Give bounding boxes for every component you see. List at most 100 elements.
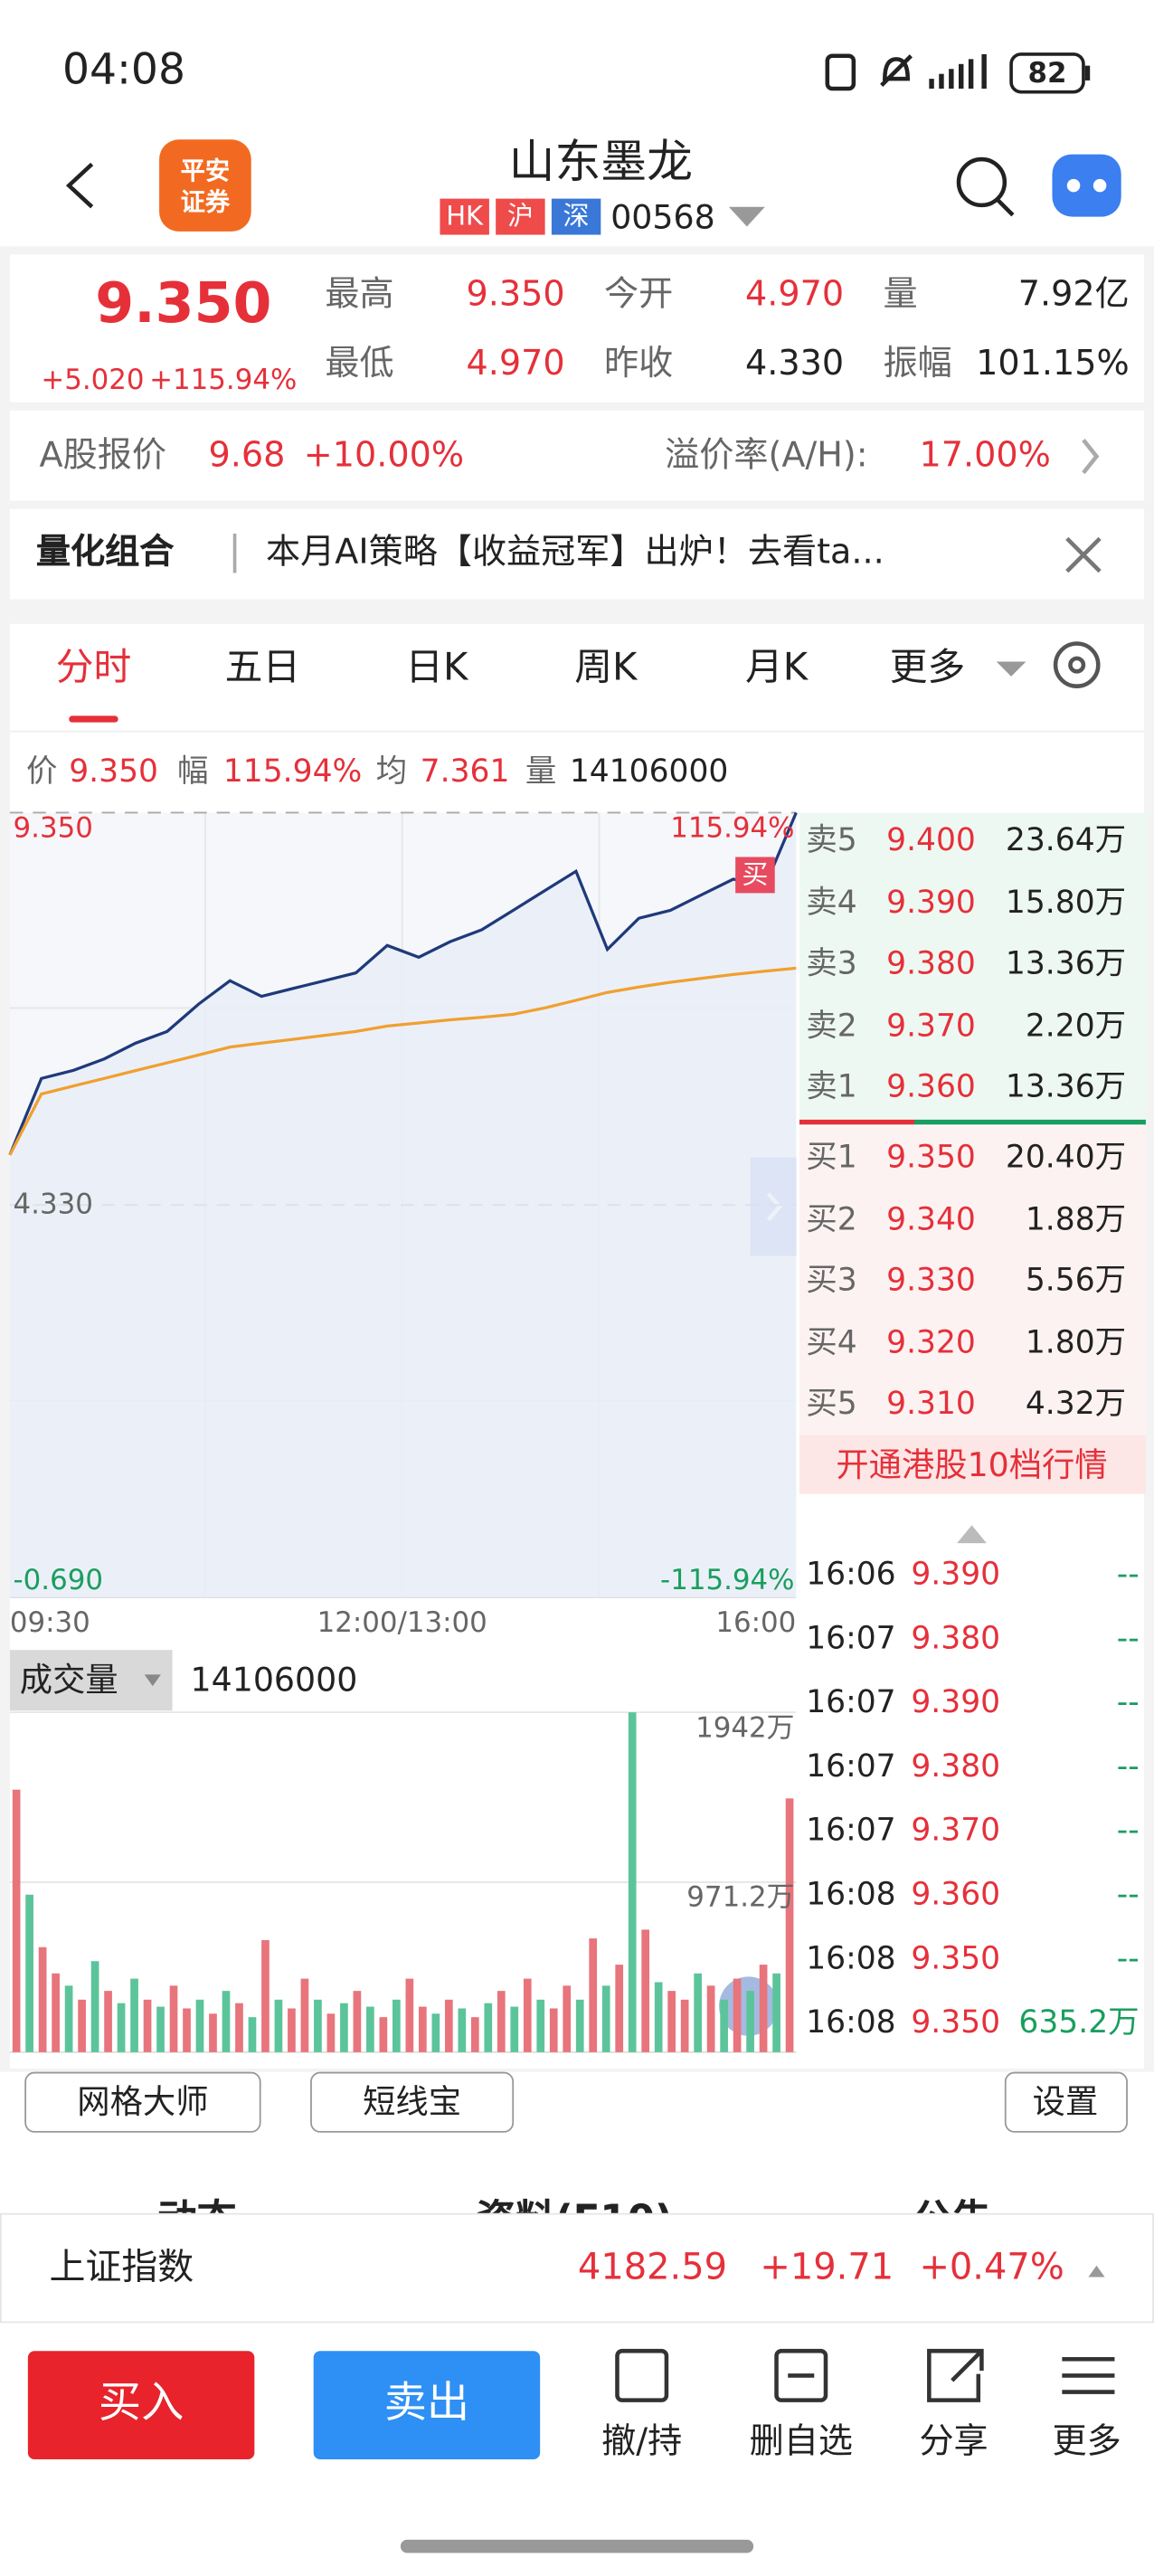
sell-button[interactable] [313, 2351, 541, 2459]
settings-button[interactable] [1004, 2071, 1128, 2133]
volume-bar [549, 2008, 558, 2052]
volume-bar [209, 2013, 217, 2052]
code-dropdown[interactable] [728, 206, 765, 227]
back-icon[interactable] [65, 162, 94, 209]
trade-volume: -- [1116, 1875, 1140, 1912]
home-indicator [400, 2539, 754, 2553]
banner-text[interactable]: 本月AI策略【收益冠军】出炉！去看ta... [266, 532, 884, 573]
banner-tag: 量化组合 [35, 532, 175, 573]
chart-tab[interactable]: 分时 [55, 647, 132, 690]
tool-label[interactable]: 短线宝 [363, 2081, 462, 2122]
market-badge [440, 198, 489, 235]
remove-icon[interactable] [774, 2348, 828, 2402]
chart-tab[interactable]: 日K [405, 647, 468, 690]
action-label[interactable]: 更多 [1052, 2421, 1121, 2462]
a-share-price: 9.68 [208, 435, 286, 476]
action-label[interactable]: 撤/持 [601, 2421, 683, 2462]
trade-price: 9.390 [911, 1555, 1001, 1592]
volume-selector[interactable] [9, 1650, 173, 1711]
section-tab[interactable]: 动态 [0, 2196, 443, 2213]
volume-bar [340, 2003, 348, 2052]
bids-background [799, 1126, 1146, 1435]
book-volume: 5.56万 [1025, 1262, 1127, 1298]
action-label[interactable]: 分享 [919, 2421, 988, 2462]
trade-price: 9.350 [911, 1939, 1001, 1976]
status-time: 04:08 [61, 46, 185, 96]
volume-bar [654, 1982, 663, 2052]
trade-price: 9.370 [911, 1812, 1001, 1849]
settings-label[interactable]: 设置 [1032, 2081, 1099, 2122]
book-level: 买1 [806, 1138, 857, 1175]
book-price: 9.340 [886, 1200, 976, 1237]
book-price: 9.400 [886, 821, 976, 858]
tool-button[interactable] [24, 2071, 261, 2133]
volume-bar [261, 1940, 270, 2052]
buy-label[interactable]: 买入 [98, 2379, 184, 2429]
chart-tab[interactable]: 月K [744, 647, 809, 690]
close-icon[interactable] [1065, 536, 1102, 573]
index-toggle[interactable] [1088, 2265, 1105, 2278]
book-volume: 1.88万 [1025, 1200, 1127, 1237]
chart-tab[interactable]: 五日 [224, 647, 301, 690]
banner-panel [9, 508, 1145, 600]
volume-bar [183, 2008, 191, 2052]
volume-dropdown[interactable] [144, 1674, 161, 1687]
tool-label[interactable]: 网格大师 [77, 2081, 209, 2122]
more-icon[interactable] [1062, 2357, 1115, 2394]
y-tick-label: 971.2万 [686, 1881, 795, 1915]
share-icon[interactable] [927, 2348, 984, 2402]
upgrade-link[interactable]: 开通港股10档行情 [836, 1444, 1108, 1484]
signal-bar [929, 79, 934, 90]
upgrade-background[interactable] [799, 1435, 1146, 1494]
icons [65, 53, 1115, 2402]
volume-bar [589, 1938, 598, 2052]
book-volume: 4.32万 [1025, 1385, 1127, 1422]
book-volume: 20.40万 [1005, 1138, 1127, 1175]
signal-bar [949, 69, 954, 90]
mute-icon [880, 54, 913, 87]
volume-bar [366, 2006, 374, 2052]
trade-time: 16:08 [806, 2003, 896, 2041]
trades-up-arrow[interactable] [957, 1525, 987, 1544]
tool-button[interactable] [310, 2071, 515, 2133]
signal-bar [959, 63, 964, 90]
summary-value: 14106000 [569, 753, 729, 790]
assistant-avatar[interactable] [1052, 154, 1121, 217]
volume-bar [418, 2006, 427, 2052]
trade-price: 9.360 [911, 1875, 1001, 1912]
chevron-icon[interactable] [1082, 439, 1100, 475]
nfc-icon [825, 53, 856, 91]
market-badge [496, 198, 545, 235]
volume-bar [510, 2006, 519, 2052]
search-icon[interactable] [956, 156, 1007, 208]
trade-volume: -- [1116, 1555, 1140, 1592]
volume-bar [379, 2017, 388, 2052]
sell-label[interactable]: 卖出 [383, 2379, 470, 2429]
stat-label: 今开 [603, 274, 674, 315]
trade-time: 16:07 [806, 1812, 896, 1849]
volume-bar [64, 1985, 73, 2052]
chart-tab[interactable]: 周K [574, 647, 638, 690]
tab-dropdown[interactable] [996, 661, 1026, 677]
price-area [9, 812, 797, 1598]
stat-value: 7.92亿 [1017, 274, 1130, 315]
book-price: 9.350 [886, 1138, 976, 1175]
settings-icon[interactable] [1053, 641, 1101, 688]
section-tab[interactable]: 资料(F10) [328, 2196, 821, 2213]
active-tab-indicator [69, 715, 118, 723]
market-badge [551, 198, 601, 235]
chart-tab[interactable]: 更多 [889, 647, 966, 690]
avatar-eye [1066, 178, 1081, 193]
summary-value: 115.94% [222, 753, 363, 790]
action-label[interactable]: 删自选 [749, 2421, 853, 2462]
trade-price: 9.350 [911, 2003, 1001, 2041]
battery-tip [1084, 65, 1091, 80]
a-share-label: A股报价 [39, 435, 167, 476]
buy-button[interactable] [27, 2351, 255, 2459]
book-level: 买3 [806, 1262, 857, 1298]
section-tab[interactable]: 公告 [705, 2196, 1154, 2213]
withdraw-icon[interactable] [615, 2348, 669, 2402]
stat-value: 4.970 [745, 274, 845, 315]
sections-strip: 动态资料(F10)公告 [0, 2150, 1154, 2213]
